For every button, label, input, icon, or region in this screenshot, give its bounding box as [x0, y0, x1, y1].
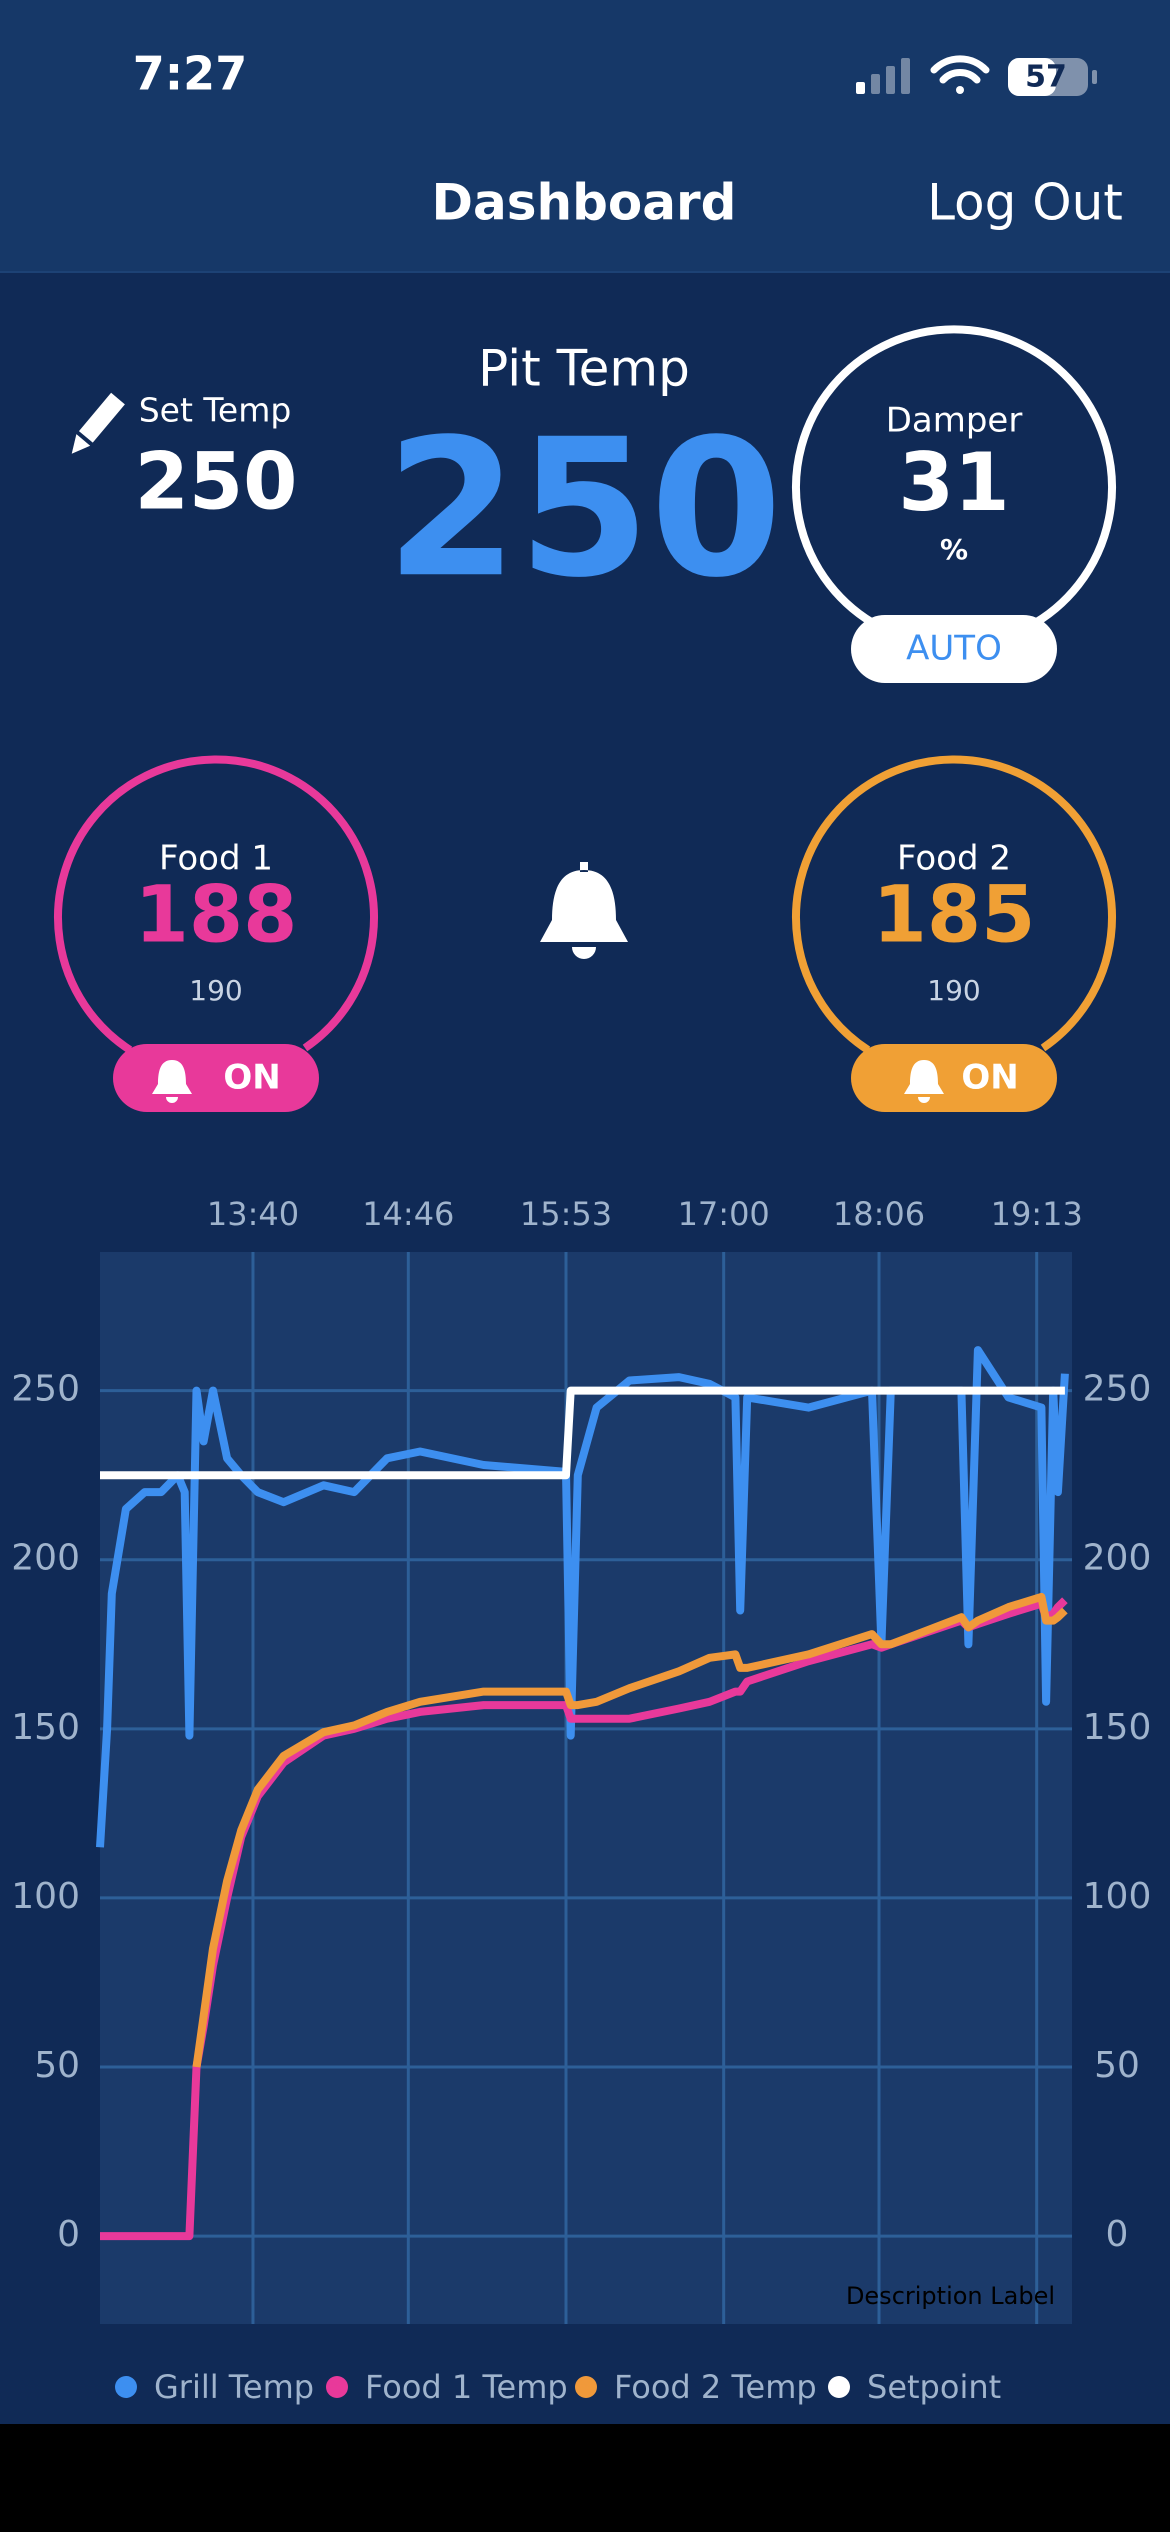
x-tick-label: 18:06	[833, 1195, 925, 1233]
pit-temp-label: Pit Temp	[478, 340, 690, 398]
x-tick-label: 14:46	[362, 1195, 454, 1233]
legend-marker	[326, 2376, 348, 2398]
y-tick-label-right: 0	[1106, 2214, 1129, 2255]
set-temp-value[interactable]: 250	[135, 437, 298, 527]
chart-description: Description Label	[846, 2282, 1055, 2310]
food1-alarm[interactable]: ON	[223, 1058, 280, 1098]
food1-target: 190	[189, 974, 242, 1007]
y-tick-label-right: 250	[1083, 1369, 1152, 1410]
plot-area	[100, 1252, 1072, 2324]
food1-label: Food 1	[159, 839, 273, 879]
y-tick-label: 50	[34, 2045, 80, 2086]
legend-marker	[115, 2376, 137, 2398]
battery-level: 57	[1025, 60, 1067, 95]
signal-icon	[856, 58, 910, 94]
series-line	[96, 1346, 1069, 1848]
damper-mode-pill[interactable]	[851, 615, 1057, 683]
alarm-bell[interactable]	[540, 862, 628, 959]
y-tick-label: 150	[11, 1707, 80, 1748]
chart: 13:40 14:46 15:53 17:00 18:06 19:13 0 0 50 50 100 1…	[11, 1195, 1151, 2406]
series-line	[100, 1386, 1065, 1480]
damper-mode[interactable]: AUTO	[906, 629, 1002, 669]
header-title: Dashboard	[432, 174, 737, 232]
food1-value: 188	[135, 870, 298, 960]
y-tick-label-right: 50	[1094, 2045, 1140, 2086]
edit-icon[interactable]	[65, 392, 125, 460]
wifi-icon	[930, 55, 990, 94]
legend-marker	[828, 2376, 850, 2398]
status-time: 7:27	[133, 47, 247, 101]
x-tick-label: 15:53	[520, 1195, 612, 1233]
legend-label: Food 2 Temp	[614, 2368, 817, 2406]
legend-label: Food 1 Temp	[365, 2368, 568, 2406]
food2-ring	[792, 755, 1116, 1054]
y-tick-label-right: 100	[1083, 1876, 1152, 1917]
logout-button[interactable]: Log Out	[927, 174, 1123, 232]
y-tick-label: 0	[57, 2214, 80, 2255]
damper-unit: %	[940, 533, 968, 566]
y-tick-label: 100	[11, 1876, 80, 1917]
legend-label: Grill Temp	[154, 2368, 314, 2406]
x-tick-label: 19:13	[991, 1195, 1083, 1233]
y-tick-label: 250	[11, 1369, 80, 1410]
food1-alarm-pill[interactable]	[113, 1044, 319, 1112]
y-tick-label-right: 200	[1083, 1538, 1152, 1579]
food2-alarm[interactable]: ON	[961, 1058, 1018, 1098]
food2-value: 185	[873, 870, 1036, 960]
series-line	[192, 1592, 1068, 2068]
damper-label: Damper	[886, 401, 1023, 441]
x-tick-label: 13:40	[207, 1195, 299, 1233]
food2-alarm-pill[interactable]	[851, 1044, 1057, 1112]
food1-ring	[54, 755, 378, 1054]
battery-icon	[1008, 58, 1097, 96]
header-bg	[0, 0, 1170, 272]
legend-marker	[575, 2376, 597, 2398]
food1-bell-icon	[152, 1060, 192, 1103]
y-tick-label-right: 150	[1083, 1707, 1152, 1748]
x-tick-label: 17:00	[678, 1195, 770, 1233]
set-temp-label: Set Temp	[139, 391, 292, 430]
bottom-bar	[0, 2424, 1170, 2532]
food2-target: 190	[927, 974, 980, 1007]
food2-bell-icon	[904, 1060, 944, 1103]
damper-value: 31	[898, 436, 1009, 529]
food2-label: Food 2	[897, 839, 1011, 879]
y-tick-label: 200	[11, 1538, 80, 1579]
legend-label: Setpoint	[867, 2368, 1001, 2406]
pit-temp-value: 250	[386, 398, 783, 619]
damper-ring	[792, 325, 1116, 631]
